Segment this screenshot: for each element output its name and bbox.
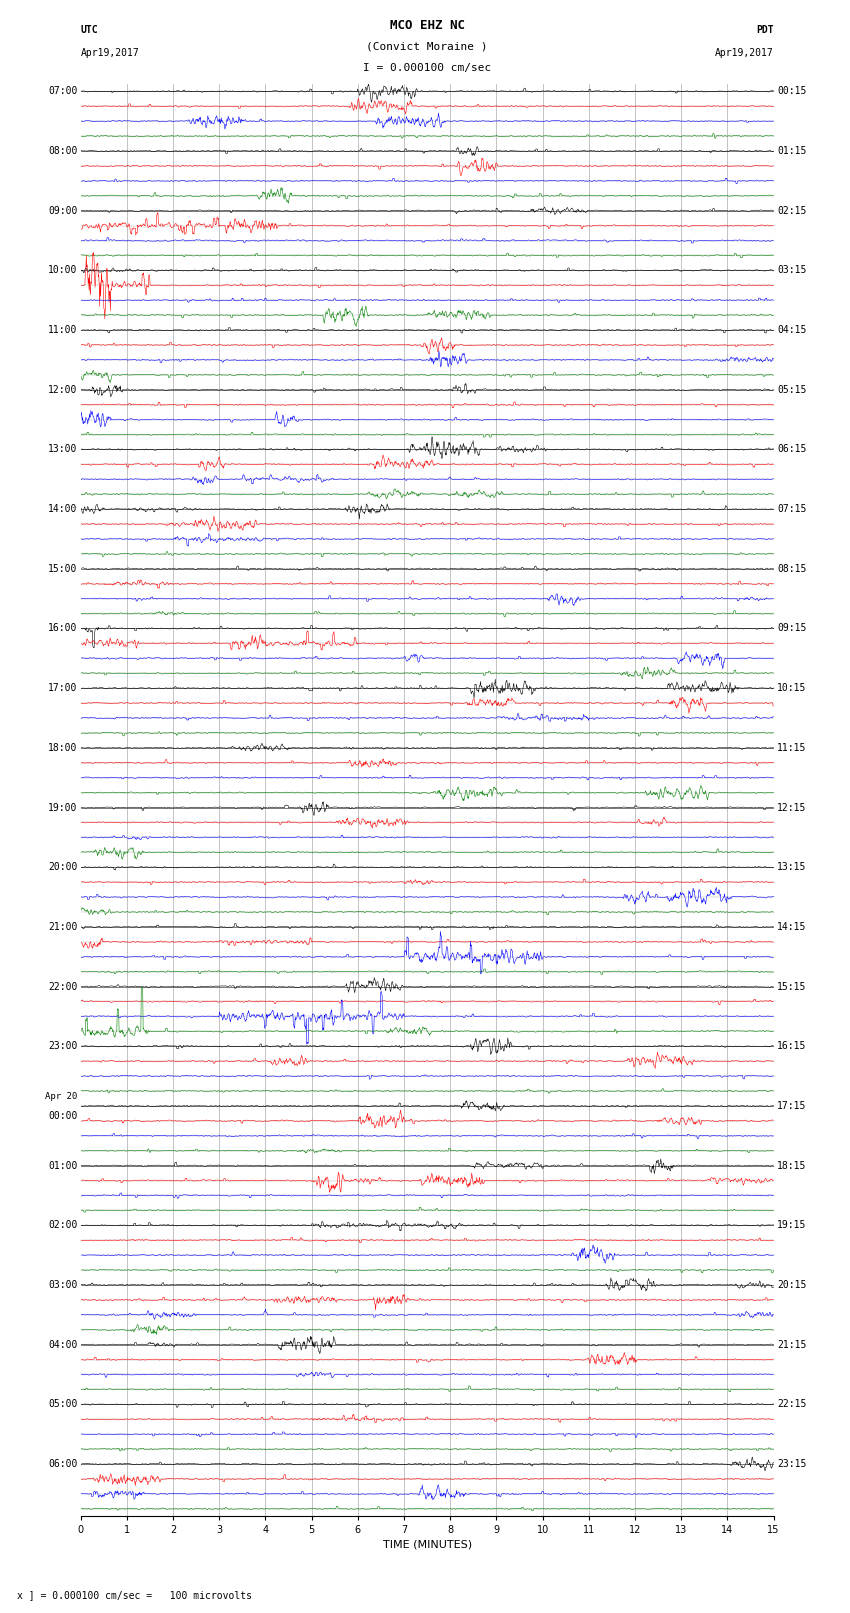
- Text: UTC: UTC: [81, 26, 99, 35]
- Text: 18:00: 18:00: [48, 744, 77, 753]
- Text: 13:00: 13:00: [48, 445, 77, 455]
- Text: 11:00: 11:00: [48, 326, 77, 336]
- Text: PDT: PDT: [756, 26, 774, 35]
- Text: 03:00: 03:00: [48, 1281, 77, 1290]
- Text: 06:15: 06:15: [777, 445, 807, 455]
- Text: 19:15: 19:15: [777, 1221, 807, 1231]
- Text: 09:15: 09:15: [777, 624, 807, 634]
- Text: 15:15: 15:15: [777, 982, 807, 992]
- Text: 18:15: 18:15: [777, 1161, 807, 1171]
- Text: 14:15: 14:15: [777, 923, 807, 932]
- Text: 15:00: 15:00: [48, 565, 77, 574]
- Text: 16:15: 16:15: [777, 1042, 807, 1052]
- Text: 21:00: 21:00: [48, 923, 77, 932]
- Text: 08:00: 08:00: [48, 147, 77, 156]
- Text: 09:00: 09:00: [48, 206, 77, 216]
- Text: 17:00: 17:00: [48, 684, 77, 694]
- Text: 17:15: 17:15: [777, 1102, 807, 1111]
- Text: 23:15: 23:15: [777, 1460, 807, 1469]
- Text: MCO EHZ NC: MCO EHZ NC: [389, 19, 465, 32]
- Text: Apr 20: Apr 20: [45, 1092, 77, 1102]
- Text: Apr19,2017: Apr19,2017: [81, 48, 139, 58]
- Text: 20:15: 20:15: [777, 1281, 807, 1290]
- Text: 02:15: 02:15: [777, 206, 807, 216]
- Text: 07:00: 07:00: [48, 87, 77, 97]
- Text: 11:15: 11:15: [777, 744, 807, 753]
- Text: 19:00: 19:00: [48, 803, 77, 813]
- Text: 06:00: 06:00: [48, 1460, 77, 1469]
- X-axis label: TIME (MINUTES): TIME (MINUTES): [382, 1539, 472, 1550]
- Text: 00:00: 00:00: [48, 1111, 77, 1121]
- Text: 05:00: 05:00: [48, 1400, 77, 1410]
- Text: x ] = 0.000100 cm/sec =   100 microvolts: x ] = 0.000100 cm/sec = 100 microvolts: [17, 1590, 252, 1600]
- Text: 02:00: 02:00: [48, 1221, 77, 1231]
- Text: 16:00: 16:00: [48, 624, 77, 634]
- Text: 01:15: 01:15: [777, 147, 807, 156]
- Text: 10:15: 10:15: [777, 684, 807, 694]
- Text: 01:00: 01:00: [48, 1161, 77, 1171]
- Text: Apr19,2017: Apr19,2017: [715, 48, 774, 58]
- Text: 08:15: 08:15: [777, 565, 807, 574]
- Text: 21:15: 21:15: [777, 1340, 807, 1350]
- Text: 12:15: 12:15: [777, 803, 807, 813]
- Text: 10:00: 10:00: [48, 266, 77, 276]
- Text: 04:15: 04:15: [777, 326, 807, 336]
- Text: 00:15: 00:15: [777, 87, 807, 97]
- Text: 07:15: 07:15: [777, 505, 807, 515]
- Text: 12:00: 12:00: [48, 386, 77, 395]
- Text: 22:00: 22:00: [48, 982, 77, 992]
- Text: 13:15: 13:15: [777, 863, 807, 873]
- Text: 04:00: 04:00: [48, 1340, 77, 1350]
- Text: 14:00: 14:00: [48, 505, 77, 515]
- Text: 05:15: 05:15: [777, 386, 807, 395]
- Text: (Convict Moraine ): (Convict Moraine ): [366, 42, 488, 52]
- Text: 03:15: 03:15: [777, 266, 807, 276]
- Text: 20:00: 20:00: [48, 863, 77, 873]
- Text: 23:00: 23:00: [48, 1042, 77, 1052]
- Text: 22:15: 22:15: [777, 1400, 807, 1410]
- Text: I = 0.000100 cm/sec: I = 0.000100 cm/sec: [363, 63, 491, 73]
